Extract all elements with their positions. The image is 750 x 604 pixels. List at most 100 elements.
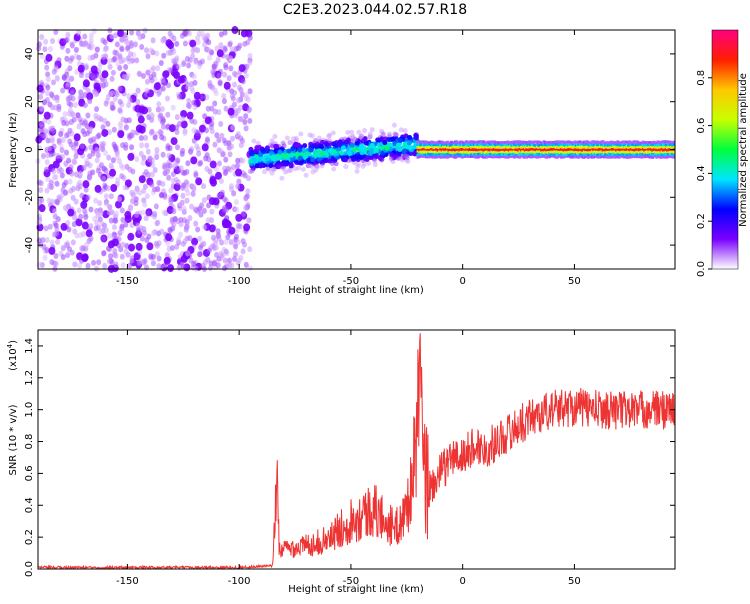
spectrogram-cell <box>398 127 404 133</box>
spectrogram-cell <box>156 101 162 108</box>
spectrogram-cell <box>123 63 129 70</box>
spectrogram-cell <box>166 152 172 159</box>
spectrogram-cell <box>235 222 241 229</box>
spectrogram-cell <box>45 71 51 78</box>
spectrogram-cell <box>55 152 61 159</box>
spectrogram-cell <box>313 167 319 173</box>
spectrogram-cell <box>82 102 88 109</box>
spectrogram-cell <box>104 200 110 207</box>
spectrogram-cell <box>77 64 85 73</box>
spectrogram-cell <box>94 157 100 164</box>
spectrogram-cell <box>96 114 102 121</box>
spectrogram-cell <box>358 144 364 150</box>
spectrogram-cell <box>165 49 171 56</box>
spectrogram-cell <box>137 189 143 196</box>
spectrogram-cell <box>161 52 167 59</box>
spectrogram-cell <box>185 84 191 91</box>
spectrogram-cell <box>46 197 52 204</box>
spectrogram-cell <box>144 142 150 149</box>
spectrogram-cell <box>228 226 236 235</box>
spectrogram-cell <box>313 138 319 144</box>
spectrogram-cell <box>108 253 114 260</box>
spectrogram-cell <box>85 262 91 269</box>
spectrogram-cell <box>47 182 53 189</box>
spectrogram-cell <box>171 208 177 215</box>
spectrogram-cell <box>94 219 100 226</box>
spectrogram-cell <box>150 253 156 260</box>
spectrogram-cell <box>153 82 161 91</box>
spectrogram-cell <box>307 132 313 138</box>
spectrogram-cell <box>222 257 228 264</box>
spectrogram-cell <box>296 165 302 171</box>
spectrogram-cell <box>135 124 143 133</box>
spectrogram-cell <box>147 155 153 162</box>
spectrogram-cell <box>197 251 203 258</box>
spectrogram-panel: -150 -100 -50 0 50 -40 -20 0 20 40 Height of stra… <box>8 26 676 296</box>
spectrogram-cell <box>356 129 362 135</box>
spectrogram-cell <box>293 135 299 141</box>
spectrogram-cell <box>141 154 147 161</box>
spectrogram-cell <box>125 72 131 79</box>
spectrogram-cell <box>139 142 145 149</box>
spectrogram-cell <box>134 156 140 163</box>
spectrogram-cell <box>238 142 244 149</box>
spectrogram-cell <box>166 174 172 181</box>
spectrogram-cell <box>178 201 184 208</box>
spectrogram-cell <box>243 113 249 120</box>
spectrogram-cell <box>72 101 78 108</box>
spectrogram-cell <box>44 96 50 103</box>
spectrogram-cell <box>178 165 184 172</box>
spectrogram-cell <box>191 99 197 106</box>
spectrogram-cell <box>206 47 212 54</box>
spectrogram-cell <box>165 240 171 247</box>
spectrogram-cell <box>39 197 45 204</box>
spectrogram-cell <box>67 178 73 185</box>
spectrogram-cell <box>352 136 358 142</box>
spectrogram-cell <box>203 259 209 266</box>
spectrogram-cell <box>235 183 241 190</box>
spectrogram-cell <box>229 135 235 142</box>
spectrogram-cell <box>171 35 177 42</box>
spectrogram-cell <box>94 146 100 153</box>
spectrogram-cell <box>372 158 378 164</box>
spectrogram-cell <box>72 214 78 221</box>
spectrogram-cell <box>174 114 180 121</box>
spectrogram-cell <box>160 180 166 187</box>
spectrogram-cell <box>95 133 101 140</box>
spectrogram-cell <box>90 54 96 61</box>
spectrogram-cell <box>267 166 273 172</box>
spectrogram-cell <box>167 145 173 152</box>
spectrogram-cell <box>42 133 48 140</box>
spectrogram-cell <box>174 40 180 47</box>
spectrogram-cell <box>100 53 106 60</box>
spectrogram-cell <box>161 209 167 216</box>
spectrogram-cell <box>184 55 190 62</box>
spectrogram-cell <box>384 145 390 151</box>
spectrogram-cell <box>170 225 176 232</box>
spectrogram-cell <box>96 259 102 266</box>
spectrogram-cell <box>150 161 156 168</box>
spectrogram-cell <box>214 171 222 180</box>
spectrogram-cell <box>281 143 287 149</box>
spectrogram-cell <box>86 153 92 160</box>
spectrogram-cell <box>407 134 413 140</box>
spectrogram-cell <box>206 156 212 163</box>
spectrogram-cell <box>216 235 222 242</box>
spectrogram-cell <box>172 163 178 170</box>
spectrogram-cell <box>73 46 79 53</box>
spectrogram-cell <box>101 82 107 89</box>
spectrogram-cell <box>398 155 404 161</box>
spectrogram-cell <box>180 120 188 129</box>
snr-xlabel: Height of straight line (km) <box>288 584 424 595</box>
spectrogram-cell <box>56 137 62 144</box>
spectrogram-cell <box>81 164 87 171</box>
spectrogram-cell <box>82 33 88 40</box>
spectrogram-cell <box>67 57 73 64</box>
spectrogram-cell <box>319 163 325 169</box>
spectrogram-cell <box>45 176 51 183</box>
spectrogram-cell <box>254 163 260 169</box>
spectrogram-cell <box>133 188 139 195</box>
spectrogram-cell <box>80 128 86 135</box>
spectrogram-cell <box>185 160 191 167</box>
